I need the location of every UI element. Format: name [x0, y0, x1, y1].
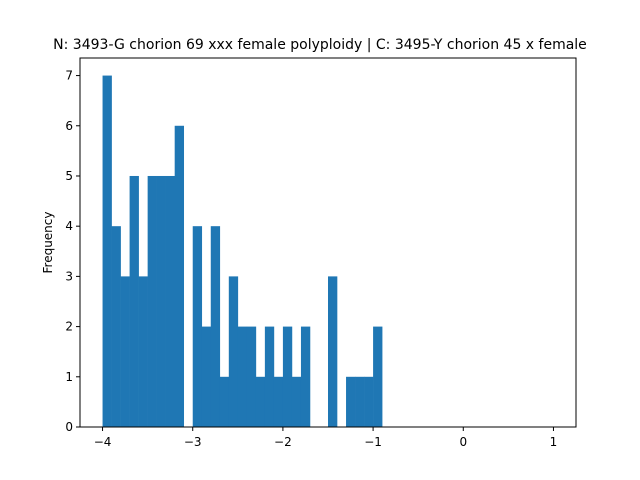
histogram-bar — [156, 175, 166, 427]
x-axis-ticks: −4 −3 −2 −1 0 1 — [94, 427, 558, 449]
histogram-bar — [237, 326, 248, 427]
y-tick-label: 2 — [65, 320, 73, 334]
histogram-bar — [264, 326, 275, 427]
histogram-bar — [228, 276, 239, 427]
y-tick-label: 1 — [65, 370, 73, 384]
histogram-bar — [282, 326, 293, 427]
histogram-bar — [129, 175, 139, 427]
histogram-bar — [346, 376, 356, 427]
histogram-bar — [210, 226, 221, 427]
histogram-bar — [255, 376, 266, 427]
histogram-bar — [246, 326, 257, 427]
x-tick-label: −4 — [94, 435, 112, 449]
histogram-bar — [165, 175, 175, 427]
y-tick-label: 4 — [65, 219, 73, 233]
x-tick-label: 0 — [459, 435, 467, 449]
x-tick-label: −1 — [364, 435, 382, 449]
histogram-bar — [147, 175, 157, 427]
histogram-bar — [364, 376, 374, 427]
y-axis-label: Frequency — [41, 212, 55, 274]
histogram-bar — [373, 326, 383, 427]
y-tick-label: 5 — [65, 169, 73, 183]
histogram-bar — [291, 376, 302, 427]
y-tick-label: 7 — [65, 69, 73, 83]
bars-group — [102, 75, 383, 427]
histogram-bar — [102, 75, 112, 427]
histogram-bar — [120, 276, 130, 427]
histogram-bar — [300, 326, 311, 427]
chart-title: N: 3493-G chorion 69 xxx female polyploi… — [53, 37, 587, 53]
x-tick-label: −2 — [274, 435, 292, 449]
plot-frame — [79, 57, 577, 428]
y-axis-ticks: 0 1 2 3 4 5 6 7 — [65, 69, 80, 434]
histogram-bar — [273, 376, 284, 427]
histogram-bar — [111, 226, 121, 427]
histogram-bar — [192, 226, 203, 427]
histogram-bar — [355, 376, 365, 427]
y-tick-label: 0 — [65, 420, 73, 434]
y-tick-label: 6 — [65, 119, 73, 133]
histogram-bar — [328, 276, 338, 427]
x-tick-label: 1 — [550, 435, 558, 449]
y-tick-label: 3 — [65, 269, 73, 283]
histogram-bar — [174, 125, 185, 427]
histogram-bar — [219, 376, 230, 427]
x-tick-label: −3 — [184, 435, 202, 449]
histogram-bar — [138, 276, 148, 427]
histogram-bar — [201, 326, 212, 427]
